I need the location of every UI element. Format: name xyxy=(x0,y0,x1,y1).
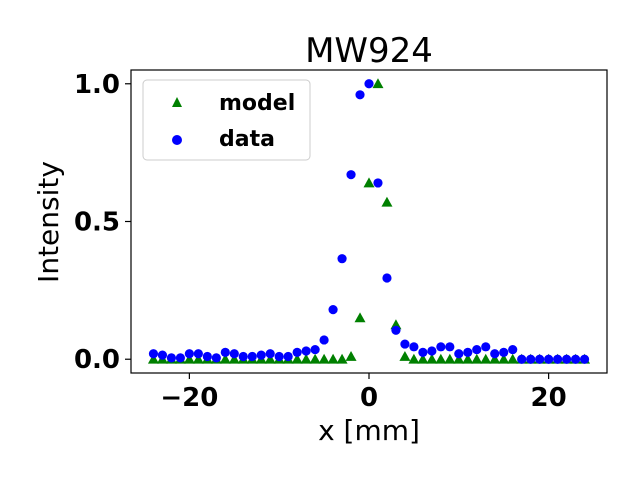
data-point-7 xyxy=(211,353,221,363)
data-point-42 xyxy=(526,354,536,364)
model-point-29 xyxy=(408,353,420,364)
model-point-28 xyxy=(399,350,411,361)
data-point-22 xyxy=(346,170,356,180)
data-point-23 xyxy=(355,90,365,100)
data-point-47 xyxy=(570,354,581,364)
model-point-36 xyxy=(471,353,483,364)
model-point-5 xyxy=(192,353,204,364)
model-point-38 xyxy=(489,353,501,364)
data-point-37 xyxy=(481,342,491,352)
data-point-27 xyxy=(391,325,401,335)
chart-title: MW924 xyxy=(305,31,433,71)
model-point-13 xyxy=(264,353,276,364)
data-point-8 xyxy=(220,347,230,357)
data-point-2 xyxy=(166,353,177,363)
data-point-17 xyxy=(301,346,311,356)
data-point-4 xyxy=(184,349,194,359)
data-point-11 xyxy=(247,351,257,362)
model-point-0 xyxy=(147,353,159,364)
data-point-14 xyxy=(274,351,284,362)
data-point-16 xyxy=(292,347,302,357)
model-point-35 xyxy=(462,353,474,364)
data-point-29 xyxy=(409,342,419,352)
legend-data-marker xyxy=(172,135,182,145)
data-point-31 xyxy=(427,346,437,356)
data-point-35 xyxy=(463,347,473,357)
legend-model-marker xyxy=(172,97,182,107)
data-point-6 xyxy=(202,351,212,362)
data-point-33 xyxy=(445,342,455,352)
data-point-40 xyxy=(508,344,518,355)
model-point-25 xyxy=(372,78,384,89)
model-point-8 xyxy=(219,353,231,364)
data-point-46 xyxy=(561,354,572,364)
y-tick-label-0: 0.0 xyxy=(74,345,120,375)
model-point-30 xyxy=(417,353,429,364)
data-point-41 xyxy=(517,354,527,364)
model-point-39 xyxy=(498,353,510,364)
data-point-10 xyxy=(238,351,248,362)
legend-data-label: data xyxy=(219,127,275,152)
data-point-13 xyxy=(265,349,275,359)
model-point-32 xyxy=(435,353,447,364)
model-point-19 xyxy=(318,353,330,364)
model-point-22 xyxy=(345,350,357,361)
y-tick-label-1: 0.5 xyxy=(74,208,120,238)
data-point-43 xyxy=(535,354,545,364)
model-point-9 xyxy=(228,353,240,364)
model-point-33 xyxy=(444,353,456,364)
data-point-45 xyxy=(553,354,563,364)
plot-marks xyxy=(147,78,591,364)
model-point-16 xyxy=(291,353,303,364)
x-tick-label-1: 0 xyxy=(360,383,378,413)
data-point-0 xyxy=(148,349,159,359)
data-point-28 xyxy=(400,339,410,349)
y-tick-label-2: 1.0 xyxy=(74,70,120,100)
data-point-26 xyxy=(382,273,392,283)
model-point-24 xyxy=(363,177,375,188)
model-point-17 xyxy=(300,353,312,364)
data-point-20 xyxy=(328,305,338,315)
model-point-40 xyxy=(507,353,519,364)
data-point-30 xyxy=(418,347,428,357)
model-point-37 xyxy=(480,353,492,364)
data-point-32 xyxy=(436,342,446,352)
data-point-38 xyxy=(490,349,500,359)
x-tick-label-0: −20 xyxy=(160,383,218,413)
data-point-18 xyxy=(310,344,320,355)
data-point-44 xyxy=(544,354,554,364)
model-point-18 xyxy=(309,353,321,364)
data-point-9 xyxy=(229,349,239,359)
legend-model-label: model xyxy=(219,91,295,116)
data-point-25 xyxy=(373,178,383,188)
x-axis-label: x [mm] xyxy=(318,414,420,447)
y-axis-label: Intensity xyxy=(32,161,65,283)
y-axis-ticks: 0.0 0.5 1.0 xyxy=(74,70,131,375)
model-point-31 xyxy=(426,353,438,364)
data-point-1 xyxy=(157,350,168,360)
data-point-15 xyxy=(283,351,293,362)
model-point-26 xyxy=(381,196,393,207)
data-point-36 xyxy=(472,344,482,355)
x-axis-ticks: −20 0 20 xyxy=(160,373,567,413)
legend-box xyxy=(142,79,311,161)
x-tick-label-2: 20 xyxy=(531,383,567,413)
data-point-3 xyxy=(175,353,185,363)
model-point-20 xyxy=(327,353,339,364)
model-point-23 xyxy=(354,312,366,323)
model-point-21 xyxy=(336,353,348,364)
data-point-12 xyxy=(256,350,266,360)
data-point-21 xyxy=(337,254,347,264)
data-point-19 xyxy=(319,335,329,345)
model-point-34 xyxy=(453,353,465,364)
data-point-5 xyxy=(193,349,203,359)
model-point-4 xyxy=(183,353,195,364)
data-point-34 xyxy=(454,349,464,359)
data-point-24 xyxy=(364,79,374,89)
legend: model data xyxy=(142,79,311,161)
data-point-39 xyxy=(499,347,509,357)
data-point-48 xyxy=(579,354,590,364)
